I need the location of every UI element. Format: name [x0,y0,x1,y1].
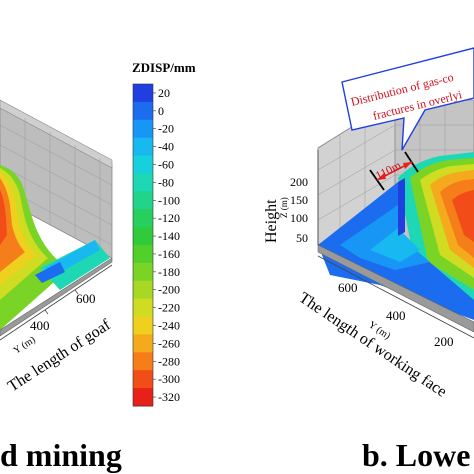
colorbar-level-label: -220 [158,301,180,315]
colorbar-level-label: -120 [158,211,180,225]
colorbar-cell [133,298,153,318]
colorbar-cell [133,262,153,282]
left-contour-surface [0,165,70,330]
left-y-axis-line [0,264,113,341]
colorbar-cell [133,84,153,103]
dimension-arrowhead-right [403,162,412,169]
colorbar-cell [133,388,153,407]
colorbar-level-label: -100 [158,193,180,207]
colorbar-level-label: -20 [158,122,174,136]
colorbar-cell [133,155,153,174]
right-z-tick-50: 50 [296,231,308,245]
colorbar-title: ZDISP/mm [132,60,196,75]
colorbar-level-label: -80 [158,175,174,189]
right-z-tick-100: 100 [290,211,308,225]
right-panel: 200 150 100 50 Height Z (m) 600 400 200 … [263,47,474,473]
colorbar-labels: 20 0 -20 -40 -60 -80 -100 -120 -140 -160 -180 -200 -… [153,86,180,404]
colorbar-level-label: -240 [158,319,180,333]
colorbar-cell [133,119,153,139]
colorbar-level-label: -260 [158,336,180,350]
dimension-arrowhead-left [377,173,386,180]
left-tick-1 [74,289,79,295]
left-panel: 600 400 Y (m) The length of goaf d minin… [0,99,122,473]
right-height-label: Height [263,199,280,243]
right-y-axis-line [317,255,474,339]
left-y-axis-label: Y (m) [12,334,38,356]
right-blue-wall [398,178,405,236]
colorbar-level-label: -300 [158,372,180,386]
colorbar-cell [133,173,153,192]
colorbar-level-label: 0 [158,104,164,118]
left-floor-blue [35,262,65,283]
colorbar-cell [133,370,153,389]
colorbar-level-label: -160 [158,247,180,261]
right-base-plane [317,244,474,333]
colorbar-cell [133,191,153,210]
colorbar-cell [133,209,153,228]
annotation-callout [341,47,474,151]
colorbar-cell [133,101,153,121]
colorbar-level-label: -180 [158,265,180,279]
colorbar-cells [132,83,154,407]
colorbar-level-label: -140 [158,229,180,243]
right-caption: b. Lowe [362,437,470,473]
right-y-tick-400: 400 [386,308,406,323]
colorbar-cell [133,137,153,157]
right-y-tick-600: 600 [338,280,358,295]
colorbar-level-label: -60 [158,158,174,172]
colorbar-cell [133,245,153,264]
right-z-tick-200: 200 [290,175,308,189]
right-z-label: Z (m) [279,197,289,218]
colorbar-level-label: -280 [158,354,180,368]
colorbar-cell [133,316,153,335]
colorbar-level-label: 20 [158,86,170,100]
colorbar-border [132,83,154,407]
right-floor-cyan [370,228,420,262]
left-tick-2 [44,309,49,315]
left-base-plane [0,257,113,337]
colorbar-cell [133,280,153,300]
colorbar-cell [133,227,153,246]
left-y-tick-400: 400 [30,318,50,333]
left-axis-label: The length of goaf [5,316,114,395]
right-z-tick-150: 150 [290,193,308,207]
colorbar-level-label: -320 [158,390,180,404]
left-caption: d mining [0,437,122,473]
left-y-tick-600: 600 [76,291,96,306]
right-y-tick-200: 200 [434,334,454,349]
colorbar-cell [133,352,153,371]
colorbar-cell [133,334,153,353]
colorbar: ZDISP/mm 20 0 -20 -40 -60 -80 -100 -120 -140 -160… [132,60,196,407]
colorbar-level-label: -200 [158,283,180,297]
colorbar-level-label: -40 [158,140,174,154]
left-top-surface [0,99,113,169]
